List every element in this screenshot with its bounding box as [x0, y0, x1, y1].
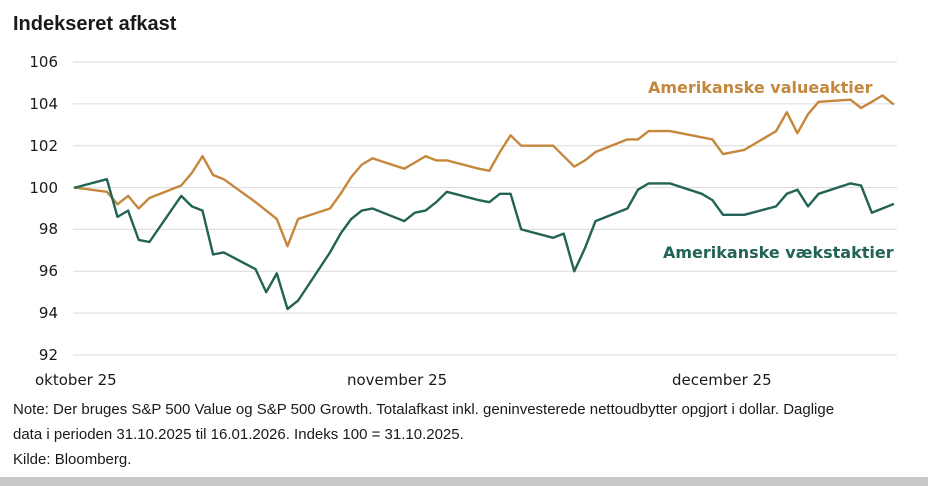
y-axis-tick: 92	[38, 346, 58, 364]
source-line: Kilde: Bloomberg.	[13, 451, 132, 468]
y-axis-tick: 94	[38, 304, 58, 322]
y-axis-tick: 106	[29, 53, 58, 71]
note-line-2: data i perioden 31.10.2025 til 16.01.202…	[13, 426, 464, 443]
note-block: Note: Der bruges S&P 500 Value og S&P 50…	[13, 397, 923, 472]
y-axis-tick: 98	[38, 220, 58, 238]
x-axis-tick-december: december 25	[672, 371, 772, 389]
series-label-value-stocks: Amerikanske valueaktier	[648, 78, 873, 97]
y-axis-tick: 104	[29, 95, 58, 113]
value-stocks-line	[73, 94, 895, 248]
y-axis-tick: 96	[38, 262, 58, 280]
x-axis-tick-november: november 25	[347, 371, 448, 389]
y-axis-tick: 100	[29, 179, 58, 197]
x-axis-tick-october: oktober 25	[35, 371, 117, 389]
page-title: Indekseret afkast	[13, 13, 177, 35]
horizontal-scrollbar[interactable]	[0, 477, 928, 486]
y-axis-tick: 102	[29, 137, 58, 155]
series-label-growth-stocks: Amerikanske vækstaktier	[663, 243, 894, 262]
growth-stocks-line	[73, 177, 895, 311]
note-line-1: Note: Der bruges S&P 500 Value og S&P 50…	[13, 401, 835, 418]
